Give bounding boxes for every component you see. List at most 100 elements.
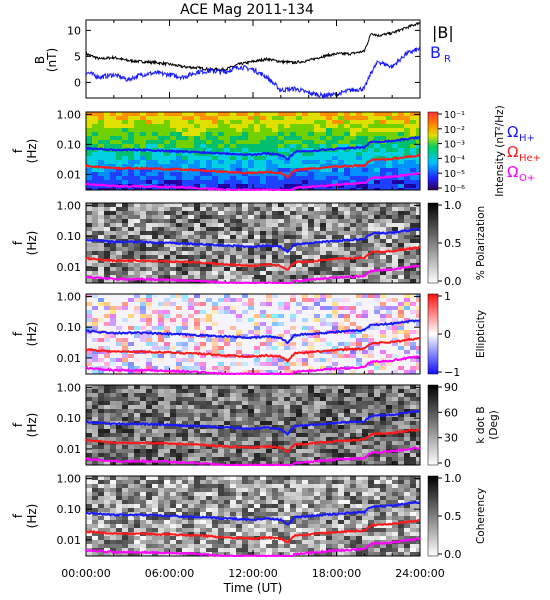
- spectrogram-cell: [416, 116, 420, 120]
- spectrogram-cell: [110, 116, 116, 120]
- spectrogram-cell: [290, 417, 296, 421]
- spectrogram-cell: [302, 243, 308, 247]
- spectrogram-cell: [104, 251, 110, 255]
- spectrogram-cell: [134, 298, 140, 302]
- spectrogram-cell: [182, 148, 188, 152]
- spectrogram-cell: [134, 231, 140, 235]
- spectrogram-cell: [332, 425, 338, 429]
- spectrogram-cell: [128, 128, 134, 132]
- spectrogram-cell: [284, 346, 290, 350]
- spectrogram-cell: [134, 429, 140, 433]
- spectrogram-cell: [374, 298, 380, 302]
- spectrogram-cell: [320, 302, 326, 306]
- spectrogram-cell: [218, 413, 224, 417]
- spectrogram-cell: [242, 401, 248, 405]
- spectrogram-cell: [158, 453, 164, 457]
- spectrogram-cell: [356, 247, 362, 251]
- spectrogram-cell: [392, 176, 398, 180]
- spectrogram-cell: [380, 453, 386, 457]
- spectrogram-cell: [200, 338, 206, 342]
- spectrogram-cell: [278, 231, 284, 235]
- spectrogram-cell: [140, 433, 146, 437]
- spectrogram-cell: [386, 140, 392, 144]
- spectrogram-cell: [314, 152, 320, 156]
- spectrogram-cell: [206, 180, 212, 184]
- spectrogram-cell: [122, 168, 128, 172]
- spectrogram-cell: [248, 211, 254, 215]
- spectrogram-cell: [146, 461, 152, 465]
- spectrogram-cell: [404, 342, 410, 346]
- spectrogram-cell: [332, 168, 338, 172]
- spectrogram-cell: [176, 172, 182, 176]
- spectrogram-cell: [374, 425, 380, 429]
- spectrogram-cell: [338, 144, 344, 148]
- spectrogram-cell: [332, 461, 338, 465]
- spectrogram-cell: [338, 488, 344, 492]
- spectrogram-cell: [182, 211, 188, 215]
- spectrogram-cell: [368, 164, 374, 168]
- spectrogram-cell: [332, 255, 338, 259]
- spectrogram-cell: [326, 492, 332, 496]
- spectrogram-cell: [248, 255, 254, 259]
- spectrogram-cell: [158, 227, 164, 231]
- spectrogram-cell: [260, 488, 266, 492]
- spectrogram-cell: [200, 453, 206, 457]
- spectrogram-cell: [416, 251, 420, 255]
- spectrogram-cell: [224, 433, 230, 437]
- spectrogram-cell: [230, 148, 236, 152]
- spectrogram-cell: [98, 172, 104, 176]
- spectrogram-cell: [242, 275, 248, 279]
- spectrogram-cell: [140, 255, 146, 259]
- spectrogram-cell: [104, 385, 110, 389]
- spectrogram-cell: [362, 160, 368, 164]
- spectrogram-cell: [326, 393, 332, 397]
- spectrogram-cell: [146, 389, 152, 393]
- spectrogram-cell: [206, 227, 212, 231]
- spectrogram-cell: [170, 310, 176, 314]
- spectrogram-cell: [392, 401, 398, 405]
- spectrogram-cell: [170, 488, 176, 492]
- spectrogram-cell: [248, 346, 254, 350]
- spectrogram-cell: [314, 362, 320, 366]
- spectrogram-cell: [332, 247, 338, 251]
- spectrogram-cell: [344, 492, 350, 496]
- spectrogram-cell: [224, 480, 230, 484]
- spectrogram-cell: [272, 259, 278, 263]
- spectrogram-cell: [380, 180, 386, 184]
- spectrogram-cell: [314, 211, 320, 215]
- spectrogram-cell: [176, 338, 182, 342]
- spectrogram-cell: [284, 310, 290, 314]
- spectrogram-cell: [158, 480, 164, 484]
- spectrogram-cell: [86, 263, 92, 267]
- spectrogram-cell: [398, 492, 404, 496]
- spectrogram-cell: [404, 231, 410, 235]
- spectrogram-cell: [86, 453, 92, 457]
- spectrogram-cell: [188, 500, 194, 504]
- spectrogram-cell: [356, 136, 362, 140]
- spectrogram-cell: [146, 188, 152, 190]
- spectrogram-cell: [128, 215, 134, 219]
- spectrogram-cell: [368, 441, 374, 445]
- spectrogram-cell: [404, 413, 410, 417]
- spectrogram-cell: [134, 433, 140, 437]
- spectrogram-cell: [356, 148, 362, 152]
- spectrogram-cell: [290, 140, 296, 144]
- spectrogram-cell: [410, 334, 416, 338]
- spectrogram-cell: [320, 358, 326, 362]
- spectrogram-cell: [182, 350, 188, 354]
- spectrogram-cell: [254, 330, 260, 334]
- spectrogram-cell: [410, 223, 416, 227]
- spectrogram-cell: [266, 358, 272, 362]
- spectrogram-cell: [134, 445, 140, 449]
- spectrogram-cell: [386, 437, 392, 441]
- spectrogram-cell: [410, 298, 416, 302]
- spectrogram-cell: [92, 263, 98, 267]
- spectrogram-cell: [182, 409, 188, 413]
- spectrogram-cell: [332, 441, 338, 445]
- spectrogram-cell: [230, 239, 236, 243]
- spectrogram-cell: [302, 413, 308, 417]
- spectrogram-cell: [152, 207, 158, 211]
- spectrogram-cell: [242, 231, 248, 235]
- spectrogram-cell: [116, 207, 122, 211]
- spectrogram-cell: [92, 405, 98, 409]
